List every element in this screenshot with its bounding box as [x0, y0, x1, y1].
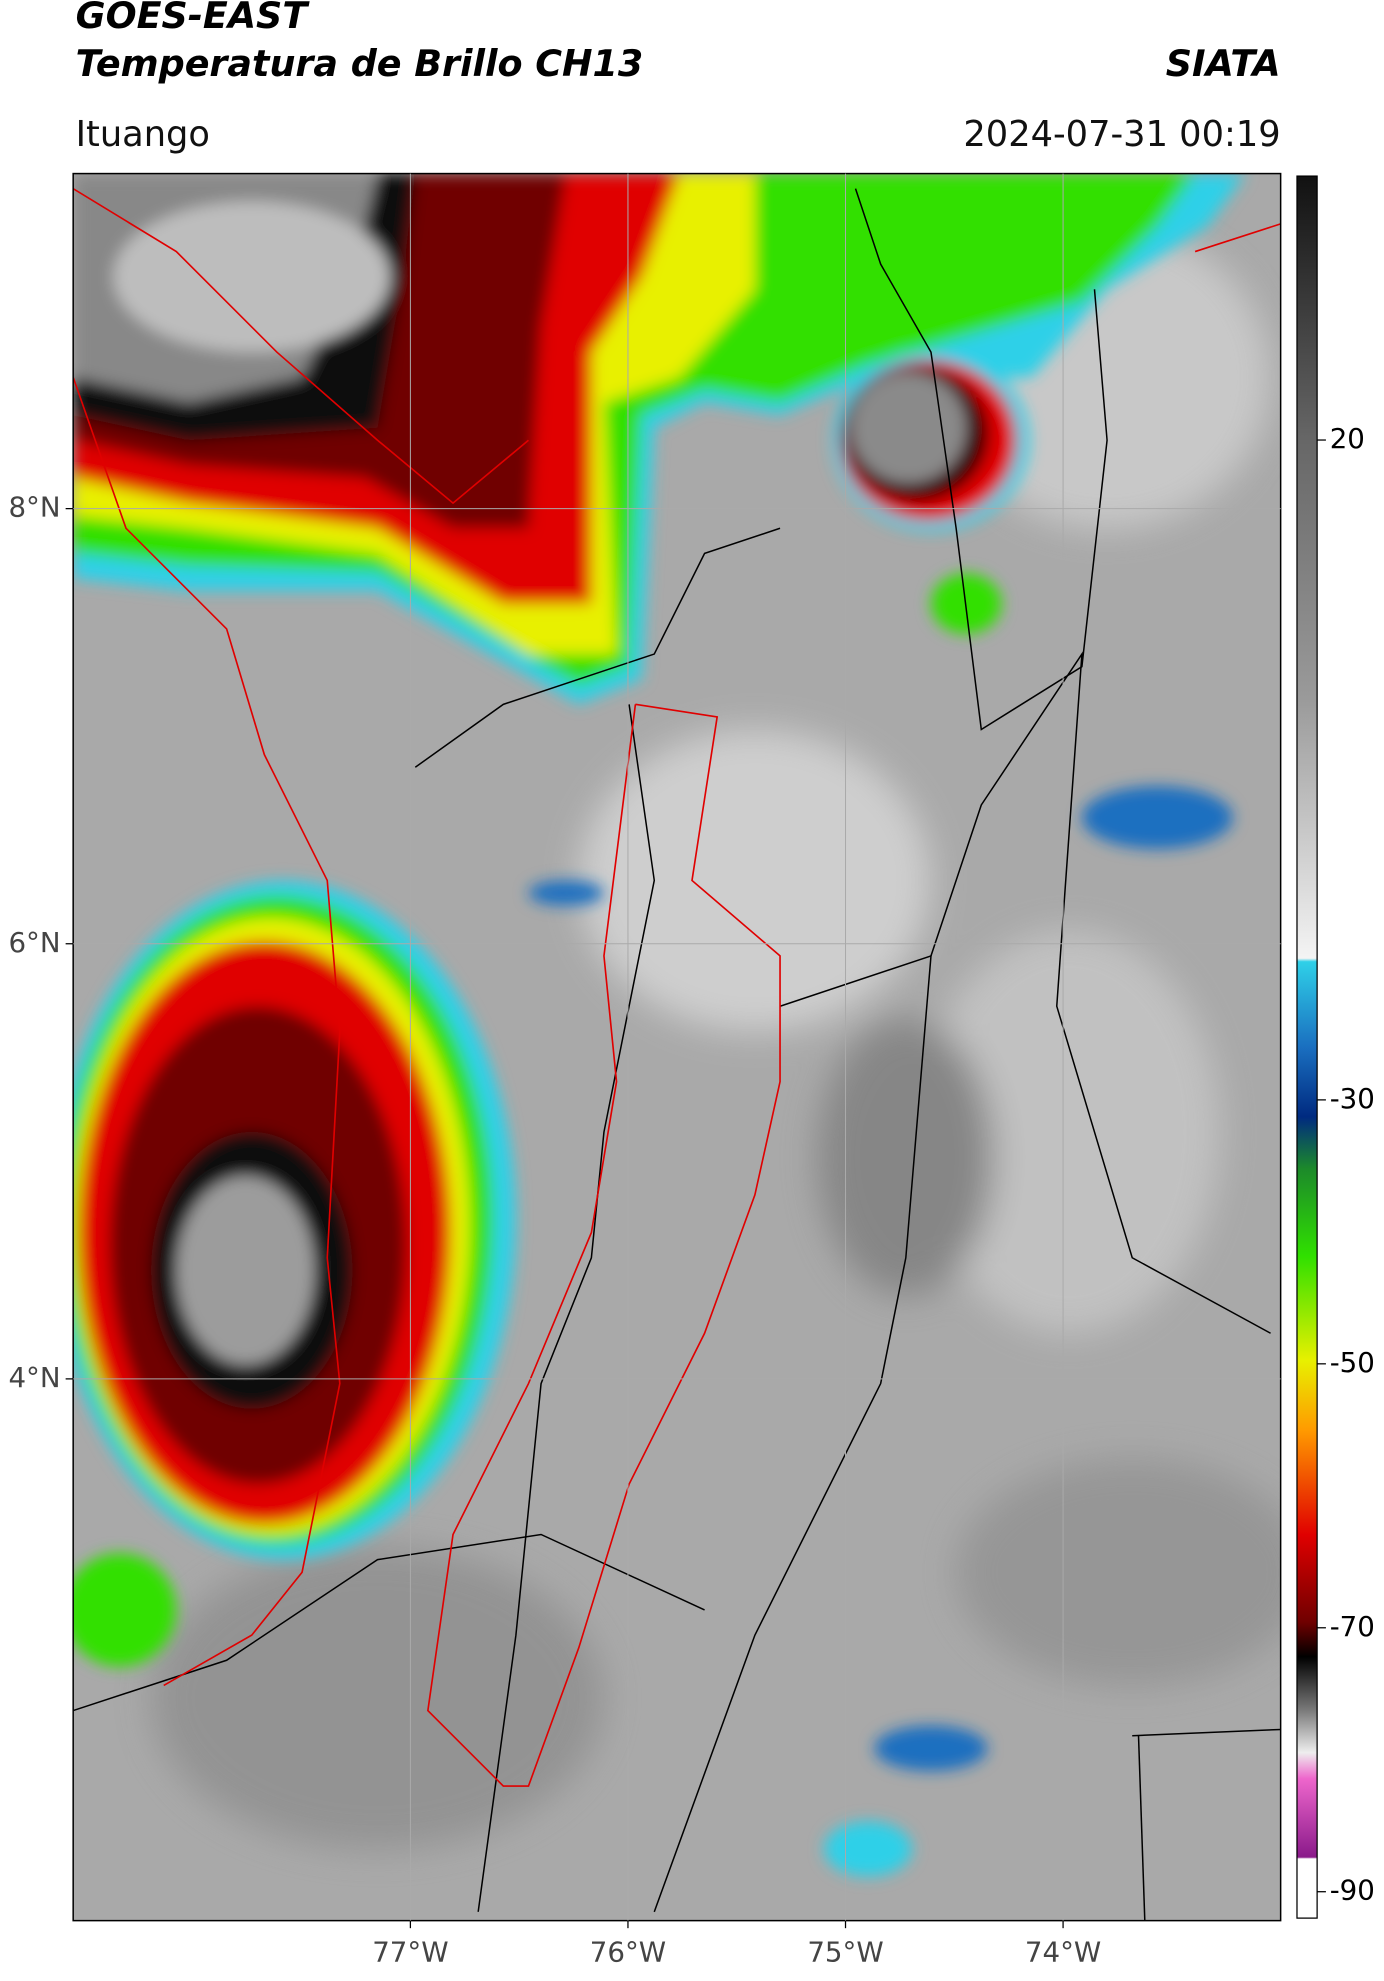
y-tick-label: 8°N	[8, 491, 60, 524]
x-tick-label: 74°W	[1025, 1935, 1101, 1968]
location: Ituango	[76, 114, 210, 155]
x-tick-label: 75°W	[807, 1935, 883, 1968]
colorbar-tick-label: -50	[1330, 1346, 1375, 1379]
colorbar-tick-label: -30	[1330, 1082, 1375, 1115]
y-tick-label: 6°N	[8, 926, 60, 959]
colorbar-tick-label: 20	[1330, 422, 1365, 455]
source: SIATA	[1166, 42, 1281, 85]
x-tick-label: 76°W	[590, 1935, 666, 1968]
satellite-image	[73, 173, 1281, 1921]
colorbar	[1296, 175, 1318, 1919]
x-tick-label: 77°W	[372, 1935, 448, 1968]
subtitle: Temperatura de Brillo CH13	[76, 42, 644, 85]
y-tick-label: 4°N	[8, 1361, 60, 1394]
boundaries	[73, 188, 1281, 1921]
map-frame	[72, 172, 1282, 1922]
title: GOES-EAST	[76, 0, 311, 37]
axes: 77°W 76°W 75°W 74°W 8°N 6°N 4°N 20 -30 -50 -70 -90	[8, 173, 1375, 1968]
timestamp: 2024-07-31 00:19	[963, 114, 1280, 155]
colorbar-tick-label: -90	[1330, 1874, 1375, 1907]
colorbar-tick-label: -70	[1330, 1610, 1375, 1643]
